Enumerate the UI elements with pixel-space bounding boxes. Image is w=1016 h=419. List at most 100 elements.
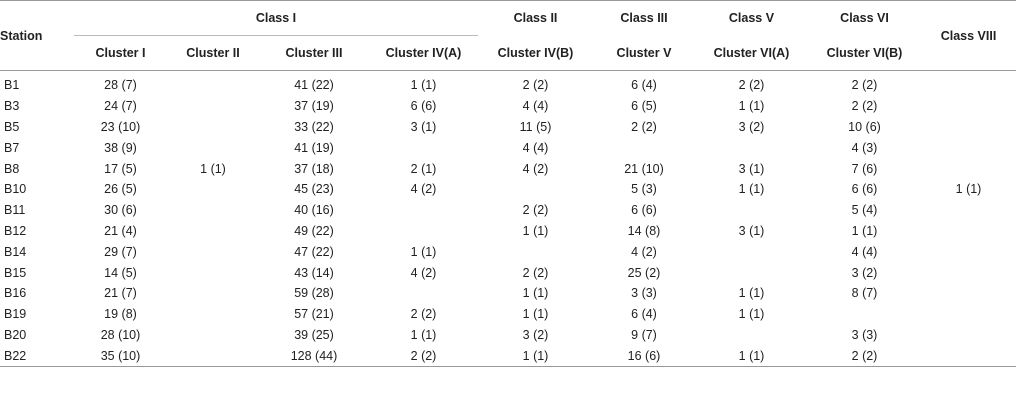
class-header: Class V (695, 0, 808, 36)
count-cell: 14 (8) (627, 223, 661, 238)
count-cell: 3 (3) (851, 327, 878, 342)
class-header: Class VI (808, 0, 921, 36)
count-cell: 37 (19) (294, 99, 334, 114)
count-cell: 38 (9) (104, 140, 137, 155)
count-cell: 9 (7) (631, 327, 657, 342)
count-cell: 25 (2) (627, 265, 661, 280)
count-cell: 49 (22) (294, 223, 334, 238)
count-cell (369, 137, 478, 158)
table-header: Station Class I Class II Class III Class… (0, 0, 1016, 71)
count-cell: 2 (2) (522, 78, 549, 93)
count-cell: 28 (7) (104, 78, 137, 93)
count-cell: 1 (1) (695, 345, 808, 368)
count-cell (369, 283, 478, 304)
table-row: B8 17 (5) 1 (1) 37 (18) 2 (1) 4 (2) 21 (10) 3 (… (0, 158, 1016, 179)
count-cell (921, 325, 1016, 346)
count-cell: 14 (5) (104, 265, 137, 280)
cluster-header: Cluster VI(B) (808, 35, 921, 71)
count-cell (921, 200, 1016, 221)
count-cell: 6 (6) (851, 182, 878, 197)
count-cell: 4 (2) (410, 265, 437, 280)
class-header: Class VIII (921, 0, 1016, 71)
count-cell: 2 (2) (851, 78, 878, 93)
count-cell: 41 (22) (294, 78, 334, 93)
cluster-header: Cluster III (259, 35, 369, 71)
table-row: B7 38 (9) 41 (19) 4 (4) 4 (3) (0, 137, 1016, 158)
count-cell (167, 283, 259, 304)
table-row: B14 29 (7) 47 (22) 1 (1) 4 (2) 4 (4) (0, 241, 1016, 262)
count-cell: 4 (4) (522, 99, 549, 114)
count-cell: 3 (2) (522, 327, 549, 342)
count-cell: 1 (1) (522, 307, 549, 322)
station-cell: B15 (4, 265, 27, 280)
table-row: B3 24 (7) 37 (19) 6 (6) 4 (4) 6 (5) 1 (1) 2 (2) (0, 96, 1016, 117)
station-cell: B20 (4, 327, 27, 342)
count-cell (167, 117, 259, 138)
count-cell (478, 241, 593, 262)
count-cell (369, 200, 478, 221)
count-cell (478, 179, 593, 200)
count-cell (921, 71, 1016, 96)
station-cell: B16 (4, 286, 27, 301)
table-body: B1 28 (7) 41 (22) 1 (1) 2 (2) 6 (4) 2 (2) 2 (2)… (0, 71, 1016, 368)
count-cell (808, 304, 921, 325)
count-cell: 2 (2) (851, 99, 878, 114)
count-cell: 2 (2) (369, 345, 478, 368)
count-cell (167, 96, 259, 117)
cluster-header-row: Cluster I Cluster II Cluster III Cluster… (0, 35, 1016, 71)
count-cell (921, 96, 1016, 117)
count-cell (921, 137, 1016, 158)
count-cell: 2 (2) (522, 203, 549, 218)
count-cell: 1 (1) (955, 182, 982, 197)
count-cell (921, 304, 1016, 325)
station-cell: B12 (4, 223, 27, 238)
count-cell: 28 (10) (100, 327, 141, 342)
station-cell: B14 (4, 244, 27, 259)
count-cell: 21 (10) (624, 161, 664, 176)
count-cell: 4 (2) (631, 244, 657, 259)
cluster-header: Cluster V (593, 35, 695, 71)
count-cell: 57 (21) (294, 307, 334, 322)
table-row: B15 14 (5) 43 (14) 4 (2) 2 (2) 25 (2) 3 (2) (0, 262, 1016, 283)
count-cell: 3 (3) (631, 286, 657, 301)
count-cell: 1 (1) (200, 161, 226, 176)
count-cell (167, 345, 259, 368)
count-cell (921, 221, 1016, 242)
count-cell (695, 325, 808, 346)
count-cell: 4 (4) (851, 244, 878, 259)
count-cell: 6 (4) (631, 78, 657, 93)
count-cell: 16 (6) (593, 345, 695, 368)
class-header-row: Station Class I Class II Class III Class… (0, 0, 1016, 71)
count-cell (167, 71, 259, 96)
count-cell: 1 (1) (410, 327, 437, 342)
count-cell: 19 (8) (104, 307, 137, 322)
count-cell: 3 (1) (738, 161, 765, 176)
count-cell: 1 (1) (410, 78, 437, 93)
count-cell: 4 (3) (851, 140, 878, 155)
count-cell: 47 (22) (294, 244, 334, 259)
count-cell: 128 (44) (259, 345, 369, 368)
count-cell: 6 (4) (631, 307, 657, 322)
count-cell: 1 (1) (738, 99, 765, 114)
station-cell: B7 (4, 140, 20, 155)
count-cell: 30 (6) (104, 203, 137, 218)
count-cell: 29 (7) (104, 244, 137, 259)
count-cell: 40 (16) (294, 203, 334, 218)
count-cell (593, 137, 695, 158)
count-cell: 35 (10) (74, 345, 167, 368)
count-cell: 1 (1) (738, 182, 765, 197)
count-cell (369, 221, 478, 242)
cluster-header: Cluster IV(A) (369, 35, 478, 71)
count-cell: 1 (1) (738, 286, 765, 301)
count-cell (921, 241, 1016, 262)
count-cell: 3 (2) (738, 119, 765, 134)
cluster-header: Cluster VI(A) (695, 35, 808, 71)
count-cell: 4 (2) (410, 182, 437, 197)
class-header: Class II (478, 0, 593, 36)
count-cell: 41 (19) (294, 140, 334, 155)
count-cell: 6 (6) (410, 99, 437, 114)
count-cell: 3 (1) (738, 223, 765, 238)
count-cell: 6 (5) (631, 99, 657, 114)
count-cell (695, 137, 808, 158)
count-cell: 21 (4) (104, 223, 137, 238)
